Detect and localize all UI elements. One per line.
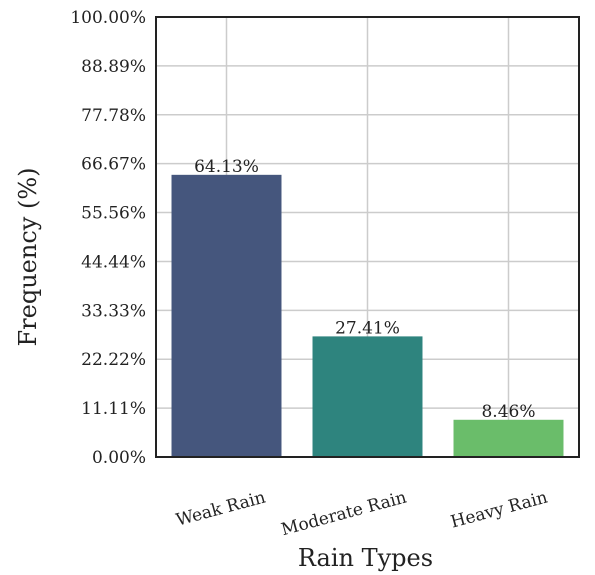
bar-moderate-rain	[312, 336, 423, 457]
plot-frame	[155, 16, 580, 458]
data-label: 27.41%	[335, 318, 400, 338]
x-tick-label: Moderate Rain	[279, 487, 409, 540]
y-tick-labels: 0.00% 11.11% 22.22% 33.33% 44.44% 55.56% 66.67…	[70, 8, 146, 468]
y-tick-label: 0.00%	[92, 448, 146, 468]
y-tick-label: 100.00%	[70, 8, 146, 28]
data-label: 64.13%	[194, 157, 259, 177]
x-tick-label: Heavy Rain	[449, 487, 550, 532]
data-label: 8.46%	[481, 402, 535, 422]
y-tick-label: 88.89%	[81, 57, 146, 77]
bar-weak-rain	[171, 174, 282, 457]
y-tick-label: 55.56%	[81, 204, 146, 224]
y-tick-label: 33.33%	[81, 301, 146, 321]
y-tick-label: 66.67%	[81, 155, 146, 175]
x-tick-label: Weak Rain	[174, 487, 268, 530]
y-axis-label: Frequency (%)	[14, 168, 42, 347]
y-tick-label: 77.78%	[81, 106, 146, 126]
data-labels: 64.13% 27.41% 8.46%	[194, 157, 535, 422]
y-tick-label: 22.22%	[81, 350, 146, 370]
bars	[171, 174, 564, 457]
y-tick-label: 44.44%	[81, 252, 146, 272]
y-tick-label: 11.11%	[81, 399, 146, 419]
bar-heavy-rain	[453, 419, 564, 457]
x-axis-label: Rain Types	[298, 544, 433, 572]
x-tick-labels: Weak Rain Moderate Rain Heavy Rain	[174, 487, 550, 540]
